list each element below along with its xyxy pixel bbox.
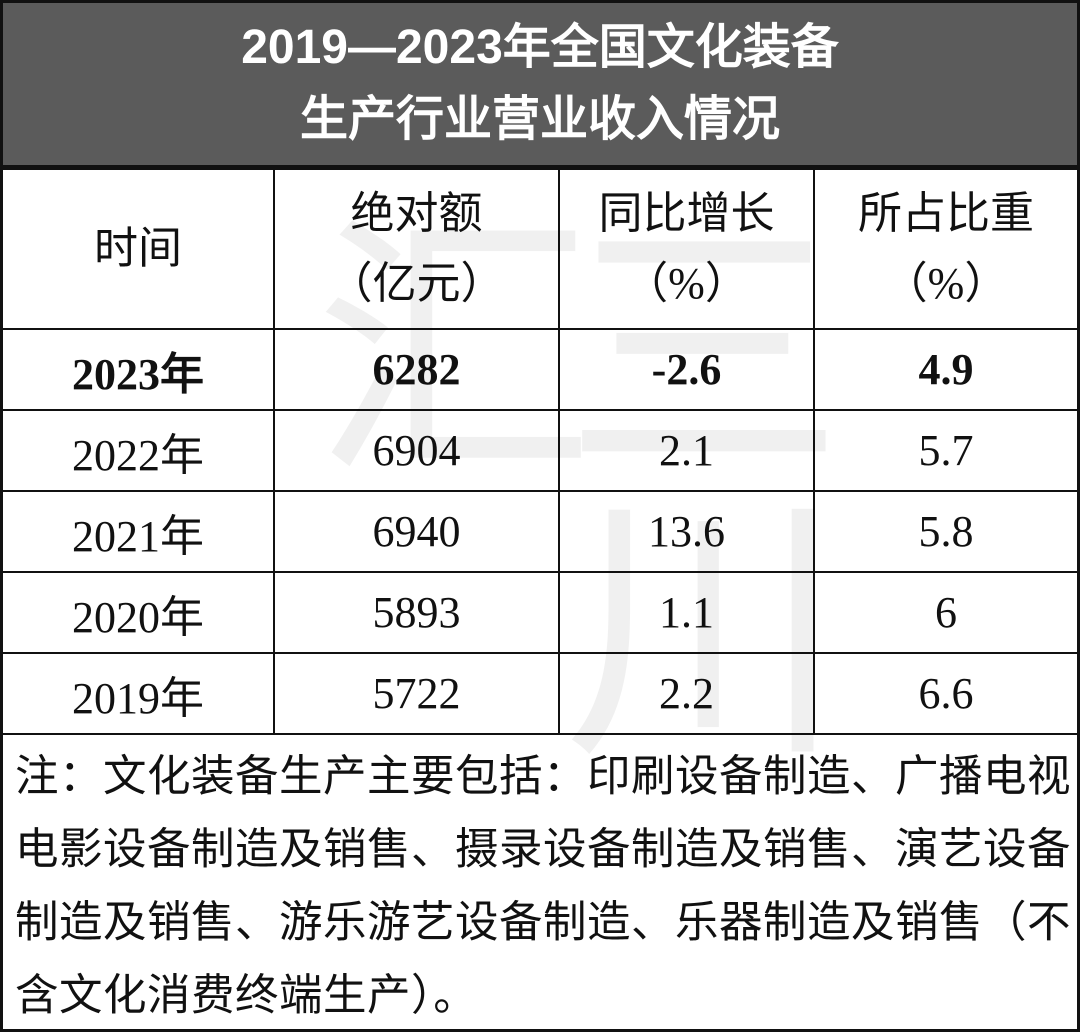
table-row: 2022年 6904 2.1 5.7 xyxy=(3,409,1077,492)
table-cell: 5.8 xyxy=(813,490,1077,573)
table-cell: 2023年 xyxy=(3,328,275,411)
table-cell: 6 xyxy=(813,571,1077,654)
table-body: 2023年 6282 -2.6 4.9 2022年 6904 2.1 5.7 2021年 6940… xyxy=(3,328,1077,735)
table-cell: 2.1 xyxy=(558,409,815,492)
header-text: 时间 xyxy=(94,224,182,273)
header-cell: 所占比重 （%） xyxy=(813,168,1077,330)
data-table: 时间 绝对额 （亿元） 同比增长 （%） 所占比重 （%） 2023年 6282 -2.6 4.9… xyxy=(3,168,1077,735)
table-cell: 13.6 xyxy=(558,490,815,573)
table-cell: 1.1 xyxy=(558,571,815,654)
header-text: 绝对额 xyxy=(350,189,483,238)
table-row: 2023年 6282 -2.6 4.9 xyxy=(3,328,1077,411)
table-row: 2019年 5722 2.2 6.6 xyxy=(3,652,1077,735)
table-cell: 2022年 xyxy=(3,409,275,492)
header-cell: 时间 xyxy=(3,168,275,330)
table-cell: 5893 xyxy=(273,571,560,654)
table-cell: -2.6 xyxy=(558,328,815,411)
header-text: （%） xyxy=(883,259,1009,308)
header-cell: 同比增长 （%） xyxy=(558,168,815,330)
table-cell: 6904 xyxy=(273,409,560,492)
table-cell: 2019年 xyxy=(3,652,275,735)
table-cell: 4.9 xyxy=(813,328,1077,411)
header-cell: 绝对额 （亿元） xyxy=(273,168,560,330)
table-cell: 6940 xyxy=(273,490,560,573)
table-cell: 2.2 xyxy=(558,652,815,735)
table-row: 2020年 5893 1.1 6 xyxy=(3,571,1077,654)
table-cell: 2021年 xyxy=(3,490,275,573)
table-cell: 5.7 xyxy=(813,409,1077,492)
title: 2019—2023年全国文化装备 生产行业营业收入情况 xyxy=(3,3,1077,168)
header-text: （亿元） xyxy=(328,259,505,308)
header-text: 所占比重 xyxy=(858,189,1034,238)
note: 注：文化装备生产主要包括：印刷设备制造、广播电视电影设备制造及销售、摄录设备制造… xyxy=(15,753,1071,1020)
table-cell: 5722 xyxy=(273,652,560,735)
header-text: （%） xyxy=(624,259,749,308)
table-cell: 6.6 xyxy=(813,652,1077,735)
title-line: 生产行业营业收入情况 xyxy=(299,93,780,146)
table-cell: 6282 xyxy=(273,328,560,411)
title-line: 2019—2023年全国文化装备 xyxy=(241,21,839,74)
table-row: 2021年 6940 13.6 5.8 xyxy=(3,490,1077,573)
header-text: 同比增长 xyxy=(598,189,775,238)
header-row: 时间 绝对额 （亿元） 同比增长 （%） 所占比重 （%） xyxy=(3,168,1077,330)
table-cell: 2020年 xyxy=(3,571,275,654)
